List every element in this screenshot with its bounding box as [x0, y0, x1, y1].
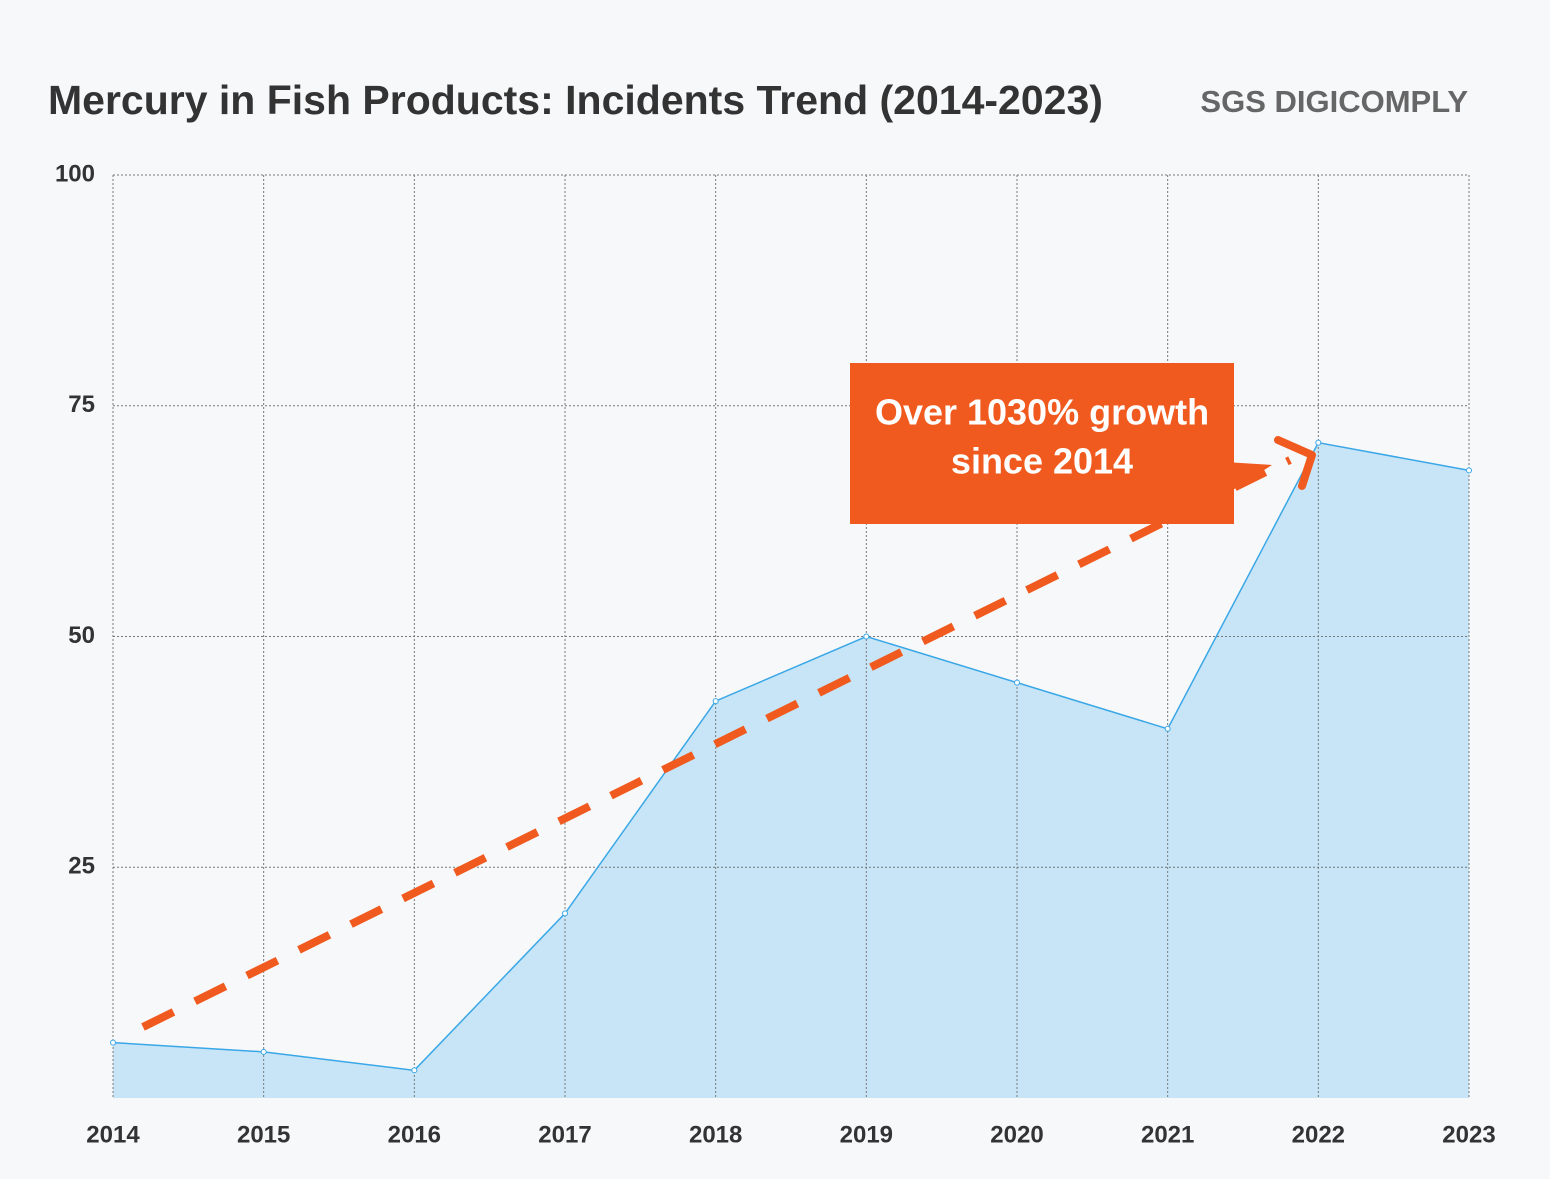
plot: 25 50 75 100 2014 2015 2016 2017 2018 2019 2020 202…	[55, 160, 1496, 1148]
x-tick-label: 2022	[1292, 1121, 1345, 1148]
annotation-text: since 2014	[951, 441, 1133, 482]
x-tick-label: 2017	[538, 1121, 591, 1148]
annotation-text: Over 1030% growth	[875, 392, 1209, 433]
x-tick-label: 2020	[990, 1121, 1043, 1148]
callout-pointer	[1225, 462, 1272, 495]
point	[260, 1048, 267, 1055]
point	[712, 698, 719, 705]
x-tick-label: 2015	[237, 1121, 290, 1148]
point	[1164, 725, 1171, 732]
point	[562, 910, 568, 917]
point	[411, 1067, 418, 1074]
chart-title: Mercury in Fish Products: Incidents Tren…	[48, 77, 1103, 123]
point	[110, 1039, 116, 1046]
logo: SGS DIGICOMPLY	[1200, 84, 1468, 119]
point	[1014, 679, 1020, 686]
x-tick-label: 2019	[840, 1121, 893, 1148]
area-fill	[113, 442, 1469, 1098]
area-line	[112, 441, 1470, 1072]
y-tick-label: 100	[55, 160, 95, 187]
arrow-head	[1274, 436, 1316, 490]
x-tick-label: 2023	[1442, 1121, 1495, 1148]
point	[863, 633, 870, 640]
x-tick-label: 2021	[1141, 1121, 1194, 1148]
trend-arrow	[141, 456, 1292, 1031]
y-tick-label: 50	[68, 622, 95, 649]
point	[1315, 439, 1322, 446]
callout-box	[850, 363, 1234, 524]
x-tick-label: 2018	[689, 1121, 742, 1148]
x-tick-label: 2016	[388, 1121, 441, 1148]
y-tick-label: 25	[68, 853, 95, 880]
y-tick-label: 75	[68, 391, 95, 418]
annotation-group: Over 1030% growth since 2014	[141, 363, 1316, 1031]
x-tick-label: 2014	[86, 1121, 140, 1148]
point	[1466, 467, 1472, 474]
